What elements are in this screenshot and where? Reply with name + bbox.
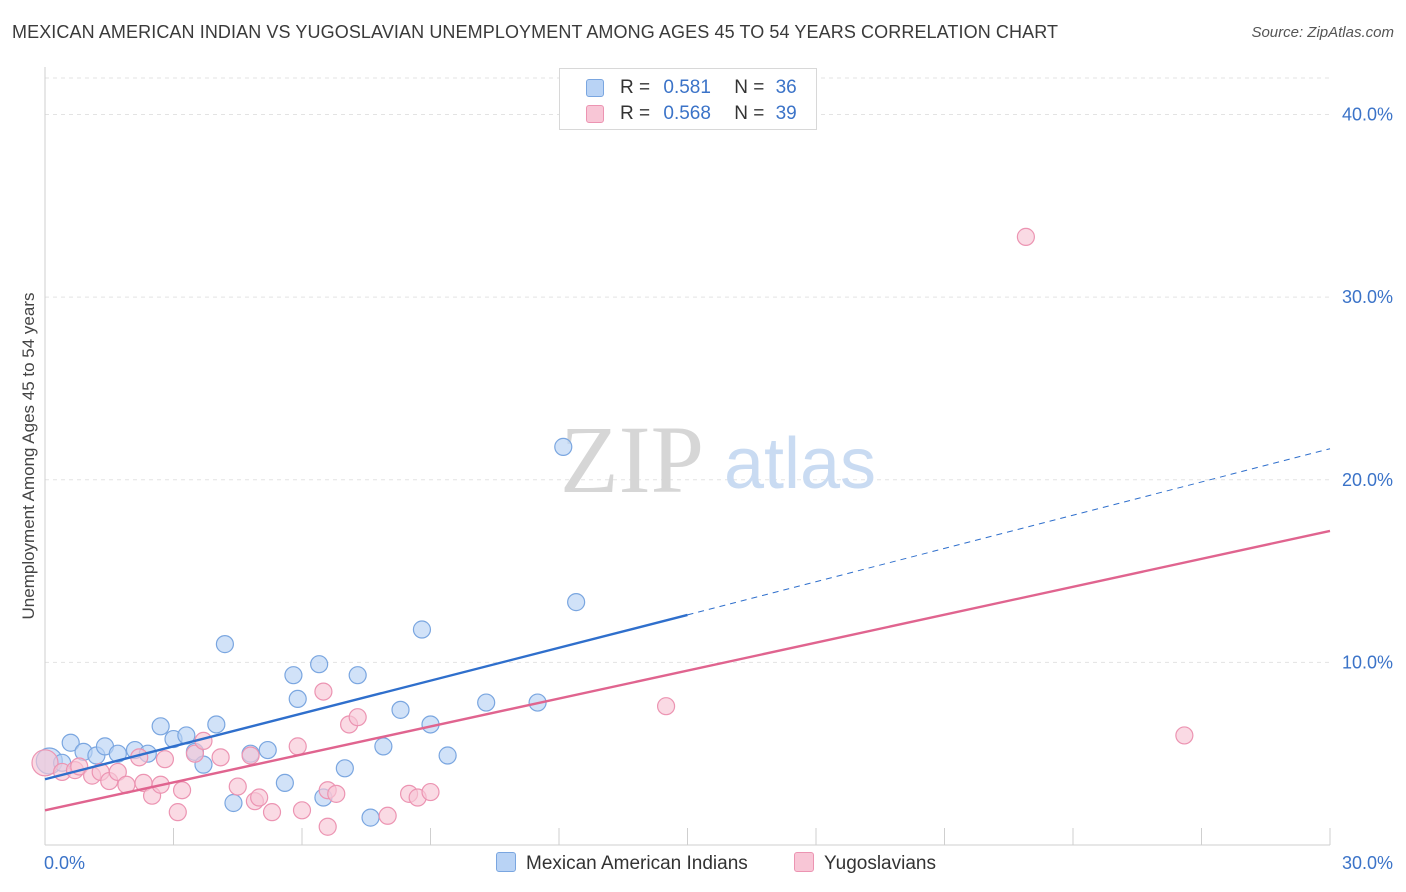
legend-swatch-blue [586,79,604,97]
legend-n-value-blue: 36 [775,77,797,98]
point-yugoslavians [108,762,127,782]
tick-labels: 10.0% 20.0% 30.0% 40.0% 0.0% 30.0% [44,105,1393,873]
legend-r-value-pink: 0.568 [663,103,711,124]
bottom-legend-swatch-blue [496,852,516,872]
point-yugoslavians [228,777,247,796]
point-mexican-american-indians [108,744,127,763]
point-yugoslavians [262,803,282,822]
point-mexican-american-indians [438,746,457,765]
legend-r-value-blue: 0.581 [663,77,711,98]
y-axis-label: Unemployment Among Ages 45 to 54 years [19,292,38,620]
bottom-legend-mexican-american-indians: Mexican American Indians [496,852,748,875]
point-yugoslavians [1175,726,1194,745]
point-mexican-american-indians [215,635,234,654]
trend-line-yugoslavians [44,529,1331,812]
point-mexican-american-indians [61,733,80,752]
grid-lines [45,77,1330,663]
point-mexican-american-indians [554,437,573,456]
point-mexican-american-indians [348,666,367,685]
point-mexican-american-indians [335,759,354,778]
watermark-zip: ZIP [560,406,704,513]
trend-line-mexican-american-indians [44,613,688,781]
trend-lines [44,448,1331,812]
axes [44,67,1331,846]
point-mexican-american-indians [391,700,410,719]
point-yugoslavians [288,737,307,756]
x-tick-label: 30.0% [1342,853,1393,873]
point-yugoslavians [211,748,230,767]
point-mexican-american-indians [207,715,226,734]
point-yugoslavians [656,697,676,716]
y-tick-label: 40.0% [1342,105,1393,125]
point-yugoslavians [250,788,269,807]
point-yugoslavians [168,803,187,822]
bottom-legend-swatch-pink [794,852,814,872]
legend-n-label: N = [734,103,765,124]
chart-title: MEXICAN AMERICAN INDIAN VS YUGOSLAVIAN U… [12,22,1059,42]
trend-line-extension-mexican-american-indians [687,448,1331,616]
point-yugoslavians [172,781,192,800]
point-mexican-american-indians [275,773,294,793]
point-yugoslavians [327,784,346,803]
point-mexican-american-indians [151,717,170,736]
point-mexican-american-indians [567,593,586,612]
point-mexican-american-indians [477,693,496,712]
point-yugoslavians [1016,227,1035,246]
point-yugoslavians [421,782,440,802]
y-tick-label: 30.0% [1342,287,1393,307]
y-tick-label: 20.0% [1342,470,1393,490]
watermark-atlas: atlas [724,424,876,504]
bottom-legend-label-pink: Yugoslavians [824,853,936,874]
point-mexican-american-indians [224,793,243,813]
point-mexican-american-indians [258,740,277,760]
legend-r-label: R = [620,77,651,98]
y-tick-label: 10.0% [1342,652,1393,672]
x-tick-label: 0.0% [44,853,85,873]
bottom-legend-label-blue: Mexican American Indians [526,853,748,874]
legend-n-value-pink: 39 [775,103,797,124]
point-yugoslavians [292,801,312,820]
source-label: Source: ZipAtlas.com [1251,24,1394,41]
point-yugoslavians [314,682,333,701]
point-mexican-american-indians [361,808,380,827]
point-yugoslavians [378,806,397,825]
point-mexican-american-indians [374,737,393,756]
point-yugoslavians [155,750,175,769]
legend-swatch-pink [586,105,604,123]
point-yugoslavians [348,708,367,727]
legend-n-label: N = [734,77,765,98]
point-yugoslavians [185,744,205,763]
point-yugoslavians [318,817,337,836]
point-mexican-american-indians [284,666,303,685]
point-yugoslavians [241,746,260,765]
bottom-legend-yugoslavians: Yugoslavians [794,852,936,875]
watermark: ZIP atlas [560,406,876,513]
legend-r-label: R = [620,103,651,124]
data-points [31,227,1194,836]
point-mexican-american-indians [288,689,307,709]
point-mexican-american-indians [412,620,432,639]
correlation-legend: R = 0.581 N = 36 R = 0.568 N = 39 [559,68,817,130]
point-mexican-american-indians [310,655,329,674]
point-yugoslavians [31,749,59,777]
